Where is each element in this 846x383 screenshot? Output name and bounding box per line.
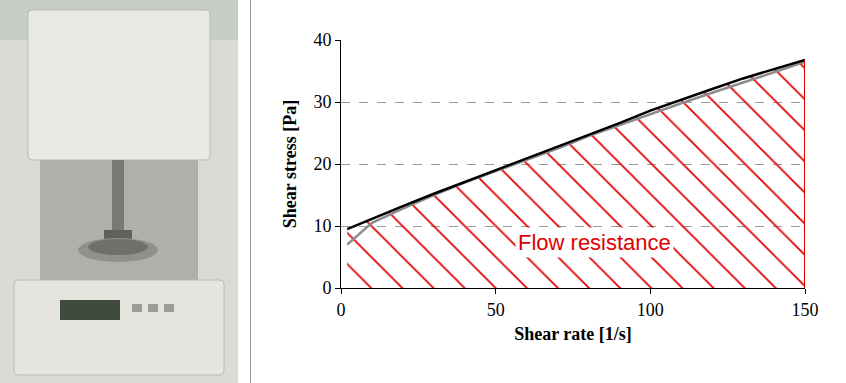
svg-text:40: 40 — [313, 30, 331, 50]
svg-text:50: 50 — [487, 300, 505, 320]
svg-text:10: 10 — [313, 216, 331, 236]
svg-text:Flow resistance: Flow resistance — [518, 230, 671, 255]
svg-text:0: 0 — [322, 278, 331, 298]
svg-text:0: 0 — [337, 300, 346, 320]
svg-text:150: 150 — [792, 300, 819, 320]
svg-text:30: 30 — [313, 92, 331, 112]
svg-text:Shear rate [1/s]: Shear rate [1/s] — [514, 324, 632, 344]
svg-text:20: 20 — [313, 154, 331, 174]
svg-text:100: 100 — [637, 300, 664, 320]
svg-text:Shear stress [Pa]: Shear stress [Pa] — [280, 100, 300, 228]
